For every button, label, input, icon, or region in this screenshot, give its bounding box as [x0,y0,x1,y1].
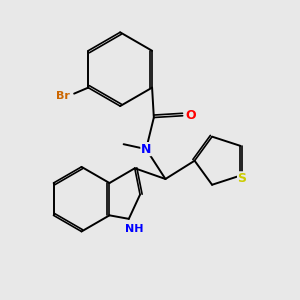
Text: N: N [141,142,151,156]
Text: S: S [238,172,247,185]
Text: Br: Br [56,92,70,101]
Text: NH: NH [125,224,143,234]
Text: O: O [185,109,196,122]
